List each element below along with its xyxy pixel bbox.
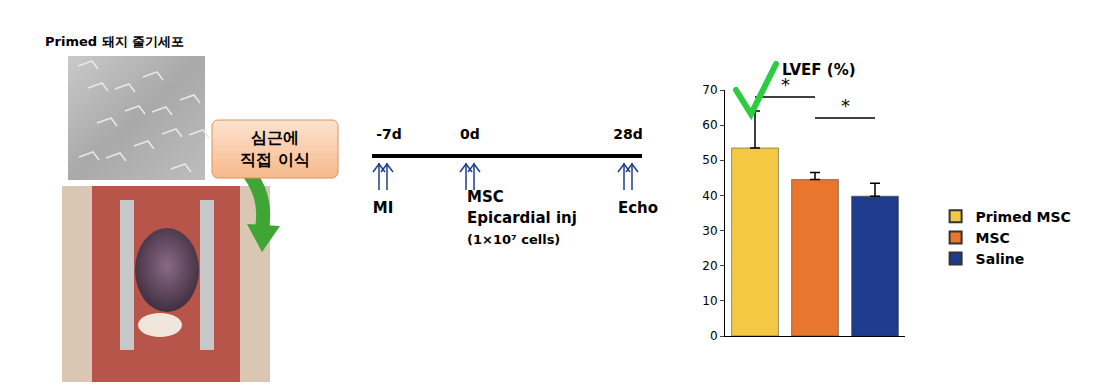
svg-text:Saline: Saline xyxy=(976,251,1025,267)
svg-text:(1×10⁷ cells): (1×10⁷ cells) xyxy=(467,232,560,247)
svg-text:Primed 돼지 줄기세포: Primed 돼지 줄기세포 xyxy=(45,34,184,49)
svg-text:*: * xyxy=(781,74,790,95)
svg-text:MSC: MSC xyxy=(467,188,504,206)
svg-text:70: 70 xyxy=(702,83,717,97)
svg-text:40: 40 xyxy=(702,189,717,203)
svg-text:0: 0 xyxy=(710,329,718,343)
svg-text:60: 60 xyxy=(702,118,717,132)
svg-text:직접 이식: 직접 이식 xyxy=(240,150,310,169)
svg-text:-7d: -7d xyxy=(376,126,402,142)
svg-text:10: 10 xyxy=(702,294,717,308)
svg-text:Echo: Echo xyxy=(618,199,658,217)
svg-text:28d: 28d xyxy=(613,126,643,142)
svg-text:*: * xyxy=(841,95,850,116)
svg-text:심근에: 심근에 xyxy=(251,128,299,147)
svg-text:30: 30 xyxy=(702,224,717,238)
svg-text:Epicardial inj: Epicardial inj xyxy=(467,209,577,227)
svg-text:MI: MI xyxy=(373,199,394,217)
svg-text:MSC: MSC xyxy=(976,230,1010,246)
svg-text:50: 50 xyxy=(702,153,717,167)
svg-text:20: 20 xyxy=(702,259,717,273)
svg-text:LVEF (%): LVEF (%) xyxy=(782,61,856,79)
svg-text:Primed MSC: Primed MSC xyxy=(976,209,1071,225)
svg-text:0d: 0d xyxy=(460,126,480,142)
